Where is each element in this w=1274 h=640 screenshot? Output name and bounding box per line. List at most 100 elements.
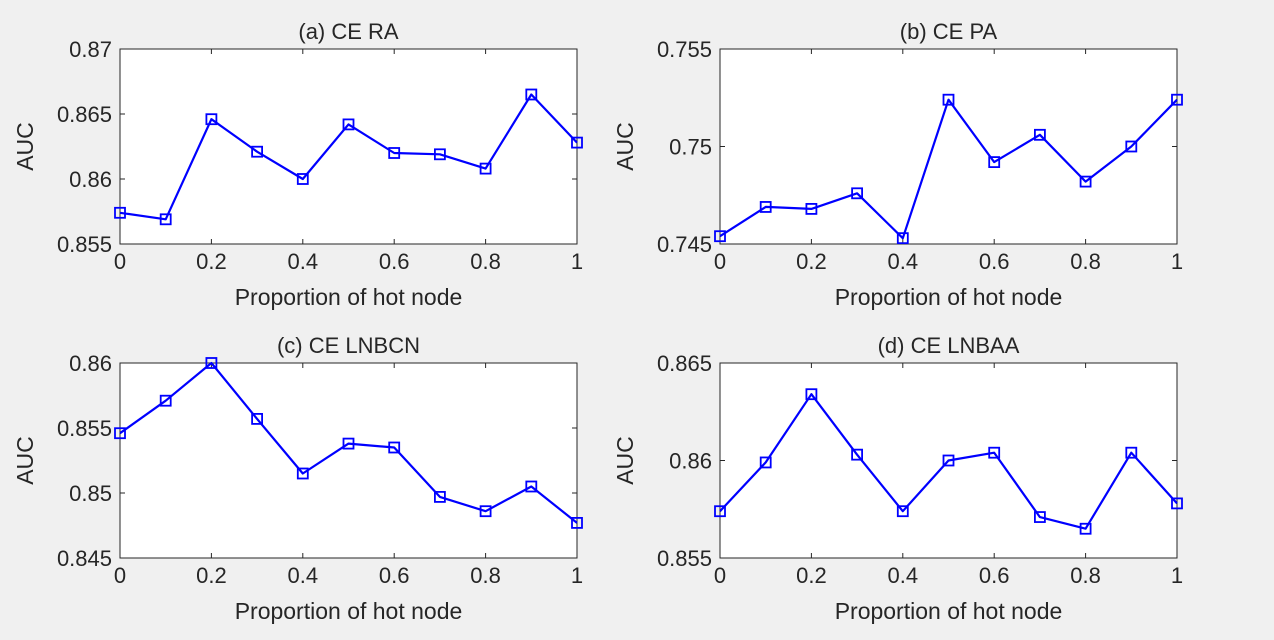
y-tick-label: 0.745 [657,232,712,257]
y-tick-label: 0.855 [57,232,112,257]
x-tick-label: 0.6 [379,249,410,274]
subplot-a: (a) CE RA Proportion of hot node AUC 0 0.… [12,19,583,310]
x-tick-label: 1 [571,563,583,588]
data-point-marker [296,467,309,480]
data-point-marker [205,113,218,126]
x-axis-label: Proportion of hot node [835,598,1063,624]
x-tick-label: 1 [1171,249,1183,274]
y-tick-label: 0.87 [69,37,112,62]
y-tick-label: 0.86 [669,449,712,474]
data-point-marker [896,232,909,245]
y-tick-label: 0.86 [69,167,112,192]
y-axis-label: AUC [12,436,38,485]
data-point-marker [1079,175,1092,188]
y-axis-label: AUC [612,436,638,485]
data-point-marker [479,505,492,518]
data-point-marker [1125,140,1138,153]
y-tick-label: 0.845 [57,546,112,571]
x-tick-label: 0.2 [796,563,827,588]
data-point-marker [1125,446,1138,459]
data-point-marker [988,156,1001,169]
series-line [719,393,1178,530]
data-point-marker [714,230,726,243]
data-point-marker [1079,522,1092,535]
x-tick-label: 1 [571,249,583,274]
x-tick-label: 0.6 [979,249,1010,274]
subplot-title: (c) CE LNBCN [277,333,420,358]
data-point-marker [714,505,726,518]
x-tick-label: 0 [714,563,726,588]
data-point-marker [759,201,772,213]
subplot-b: (b) CE PA Proportion of hot node AUC 0 0.… [612,19,1183,310]
x-tick-label: 0.4 [888,249,919,274]
x-tick-label: 0.8 [470,249,501,274]
data-point-marker [159,394,172,407]
data-point-marker [942,93,955,106]
x-tick-label: 0.2 [196,563,227,588]
x-tick-label: 0.4 [288,249,319,274]
data-point-marker [114,427,126,440]
y-tick-label: 0.755 [657,37,712,62]
y-axis-label: AUC [612,122,638,171]
data-point-marker [571,517,583,529]
y-tick-label: 0.75 [669,135,712,160]
y-tick-label: 0.86 [69,351,112,376]
plot-area [719,48,1178,245]
x-axis-label: Proportion of hot node [235,284,463,310]
data-point-marker [342,118,355,131]
data-point-marker [251,412,264,425]
y-tick-label: 0.85 [69,481,112,506]
data-point-marker [296,173,309,185]
subplot-title: (a) CE RA [298,19,399,44]
data-point-marker [805,388,818,401]
data-point-marker [759,456,772,469]
data-point-marker [851,187,863,200]
x-tick-label: 0.6 [979,563,1010,588]
data-point-marker [159,213,172,226]
subplot-d: (d) CE LNBAA Proportion of hot node AUC … [612,333,1183,624]
data-point-marker [805,202,818,215]
data-point-marker [988,446,1001,459]
data-point-marker [205,357,218,369]
y-tick-label: 0.865 [57,102,112,127]
data-point-marker [1171,93,1183,106]
data-point-marker [114,206,126,219]
subplot-c: (c) CE LNBCN Proportion of hot node AUC … [12,333,583,624]
data-point-marker [433,148,446,161]
plot-area [119,48,578,245]
data-point-marker [525,480,538,493]
data-point-marker [342,437,355,450]
data-point-marker [251,145,264,158]
x-tick-label: 1 [1171,563,1183,588]
data-point-marker [851,448,863,461]
data-point-marker [1171,497,1183,510]
x-tick-label: 0.4 [288,563,319,588]
x-tick-label: 0 [114,249,126,274]
x-tick-label: 0.2 [796,249,827,274]
x-tick-label: 0 [714,249,726,274]
data-point-marker [1034,128,1046,141]
data-point-marker [433,490,446,503]
y-tick-label: 0.855 [657,546,712,571]
x-tick-label: 0.8 [470,563,501,588]
x-tick-label: 0.2 [196,249,227,274]
x-axis-label: Proportion of hot node [235,598,463,624]
data-point-marker [571,136,583,149]
data-point-marker [1034,511,1046,523]
subplot-title: (d) CE LNBAA [878,333,1020,358]
x-tick-label: 0.6 [379,563,410,588]
y-tick-label: 0.865 [657,351,712,376]
series-line [119,93,578,221]
data-point-marker [388,441,401,454]
data-point-marker [525,88,538,101]
x-axis-label: Proportion of hot node [835,284,1063,310]
data-point-marker [896,505,909,518]
x-tick-label: 0.8 [1070,563,1101,588]
y-tick-label: 0.855 [57,416,112,441]
x-tick-label: 0.4 [888,563,919,588]
data-point-marker [388,147,401,159]
plot-area [119,362,578,559]
subplot-title: (b) CE PA [900,19,998,44]
data-point-marker [479,162,492,175]
